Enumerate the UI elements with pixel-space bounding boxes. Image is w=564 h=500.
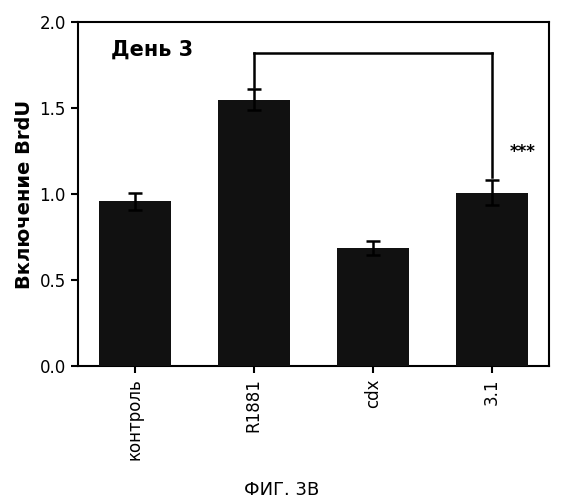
Bar xyxy=(337,248,408,366)
Bar xyxy=(456,192,527,366)
Text: День 3: День 3 xyxy=(111,39,193,59)
Text: ФИГ. 3В: ФИГ. 3В xyxy=(244,481,320,499)
Bar xyxy=(99,201,170,366)
Y-axis label: Включение BrdU: Включение BrdU xyxy=(15,100,34,289)
Text: ***: *** xyxy=(510,142,536,160)
Bar xyxy=(218,100,289,366)
